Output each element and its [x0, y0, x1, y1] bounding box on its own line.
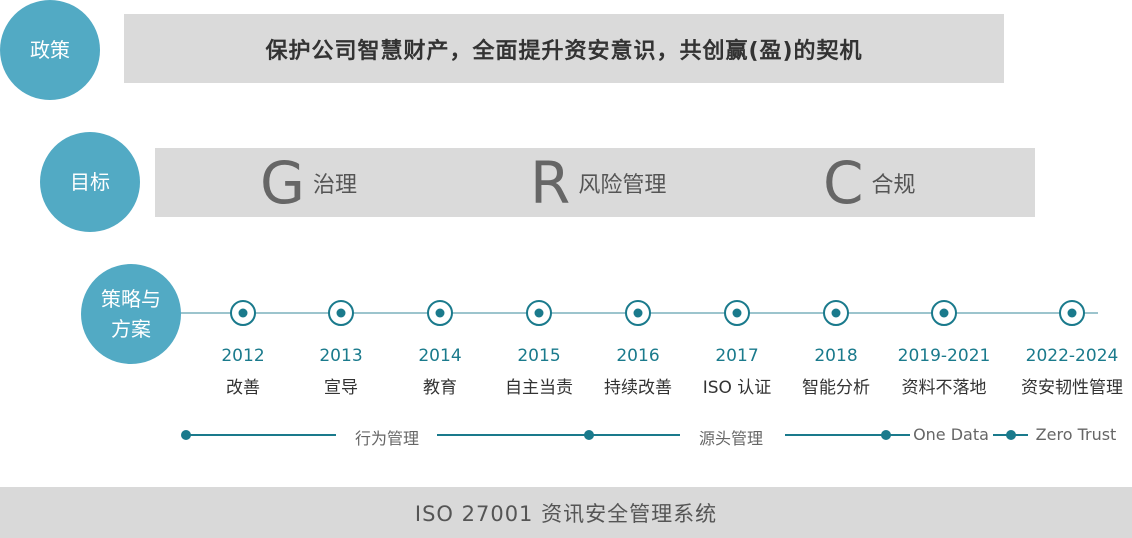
milestone-text: 自主当责: [505, 378, 573, 398]
goal-circle: 目标: [40, 132, 140, 232]
strategy-circle: 策略与 方案: [81, 264, 181, 364]
milestone-year: 2013: [319, 346, 363, 366]
milestone-node: [724, 300, 750, 326]
milestone-node: [328, 300, 354, 326]
milestone-text: 资料不落地: [901, 378, 987, 398]
goal-bar: [155, 148, 1035, 217]
milestone-text: 持续改善: [604, 378, 672, 398]
phase-line: [186, 434, 336, 436]
milestone-year: 2015: [517, 346, 561, 366]
phase-label: One Data: [913, 425, 989, 444]
phase-label: 行为管理: [354, 429, 420, 448]
milestone-year: 2014: [418, 346, 462, 366]
policy-label: 政策: [30, 38, 70, 62]
goal-label: 目标: [70, 170, 110, 194]
phase-dot: [1006, 430, 1016, 440]
goal-risk: R 风险管理: [530, 148, 666, 217]
milestone-year: 2017: [715, 346, 759, 366]
footer-bar: ISO 27001 资讯安全管理系统: [0, 487, 1132, 538]
goal-compliance: C 合规: [823, 148, 916, 217]
milestone-text: 教育: [423, 378, 457, 398]
phase-dot: [881, 430, 891, 440]
goal-text: 风险管理: [578, 172, 667, 198]
milestone-year: 2018: [814, 346, 858, 366]
phase-line: [785, 434, 910, 436]
phase-dot: [584, 430, 594, 440]
goal-governance: G 治理: [260, 148, 357, 217]
goal-text: 合规: [871, 172, 916, 198]
strategy-label: 策略与 方案: [101, 287, 161, 341]
goal-letter: G: [260, 148, 305, 217]
milestone-year: 2012: [221, 346, 265, 366]
milestone-node: [625, 300, 651, 326]
milestone-text: ISO 认证: [702, 378, 772, 398]
milestone-text: 智能分析: [802, 378, 870, 398]
timeline-line: [150, 312, 1098, 314]
milestone-year: 2019-2021: [897, 346, 991, 366]
milestone-node: [931, 300, 957, 326]
milestone-text: 资安韧性管理: [1021, 378, 1123, 398]
milestone-node: [1059, 300, 1085, 326]
phase-label: Zero Trust: [1035, 425, 1117, 444]
policy-bar: 保护公司智慧财产，全面提升资安意识，共创赢(盈)的契机: [124, 14, 1004, 83]
milestone-node: [526, 300, 552, 326]
milestone-year: 2022-2024: [1025, 346, 1119, 366]
milestone-node: [427, 300, 453, 326]
policy-circle: 政策: [0, 0, 100, 100]
policy-text: 保护公司智慧财产，全面提升资安意识，共创赢(盈)的契机: [265, 38, 863, 64]
milestone-node: [230, 300, 256, 326]
goal-letter: R: [530, 148, 571, 217]
milestone-text: 改善: [226, 378, 260, 398]
phase-line: [437, 434, 680, 436]
milestone-node: [823, 300, 849, 326]
goal-letter: C: [823, 148, 864, 217]
milestone-year: 2016: [616, 346, 660, 366]
goal-text: 治理: [312, 172, 357, 198]
footer-text: ISO 27001 资讯安全管理系统: [414, 501, 718, 526]
milestone-text: 宣导: [324, 378, 358, 398]
phase-label: 源头管理: [698, 429, 764, 448]
phase-dot: [181, 430, 191, 440]
